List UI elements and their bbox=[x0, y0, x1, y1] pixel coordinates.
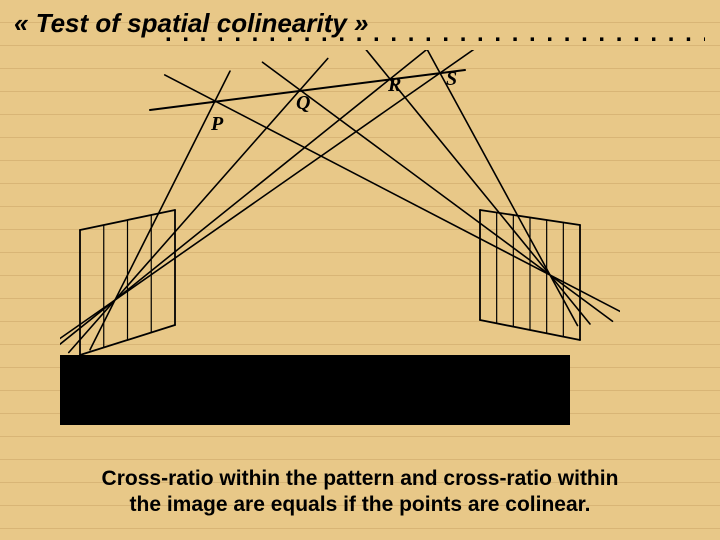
black-bar bbox=[60, 355, 570, 425]
caption-line2: the image are equals if the points are c… bbox=[130, 493, 591, 516]
point-label-r: R bbox=[388, 74, 401, 97]
point-label-s: S bbox=[446, 68, 457, 91]
caption: Cross-ratio within the pattern and cross… bbox=[50, 466, 670, 519]
point-label-p: P bbox=[211, 113, 223, 136]
point-label-q: Q bbox=[296, 92, 310, 115]
dotted-rule: . . . . . . . . . . . . . . . . . . . . … bbox=[165, 20, 705, 48]
caption-line1: Cross-ratio within the pattern and cross… bbox=[102, 467, 619, 490]
